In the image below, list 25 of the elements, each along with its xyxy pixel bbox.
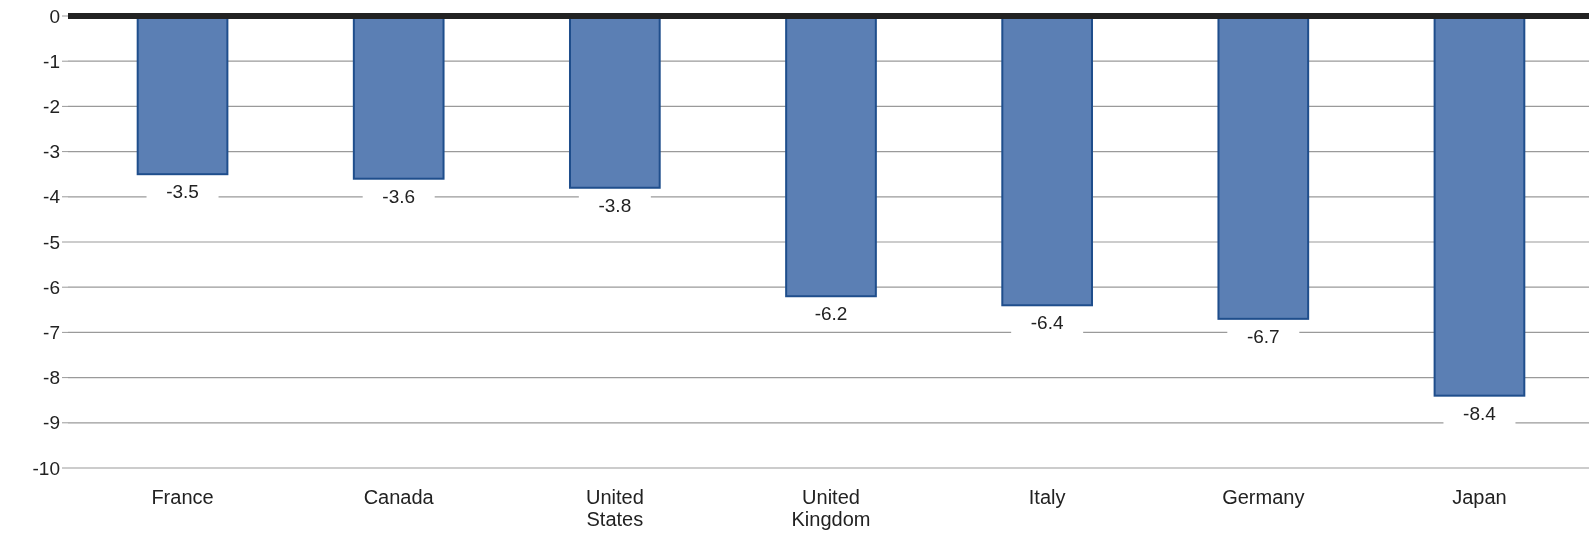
x-tick-label: Canada (363, 486, 435, 508)
x-tick-label: Japan (1452, 486, 1507, 508)
data-label: -8.4 (1463, 402, 1497, 424)
y-tick-label: 0 (49, 5, 60, 27)
data-label: -3.8 (598, 194, 632, 216)
x-tick-label: United Kingdom (791, 486, 871, 530)
x-tick-label: Germany (1222, 486, 1305, 508)
y-tick-label: -2 (43, 96, 60, 118)
y-tick-label: -7 (43, 322, 60, 344)
x-tick-label: Italy (1028, 486, 1066, 508)
y-tick-label: -9 (43, 412, 60, 434)
data-label: -3.5 (166, 181, 199, 203)
data-label: -3.6 (382, 185, 416, 207)
data-label: -6.2 (814, 303, 848, 325)
y-tick-label: -3 (43, 141, 60, 163)
y-tick-label: -6 (43, 276, 60, 298)
y-tick-label: -10 (32, 457, 60, 479)
y-tick-label: -8 (43, 367, 60, 389)
x-tick-label: United States (585, 486, 644, 530)
y-tick-label: -4 (43, 186, 61, 208)
data-label: -6.7 (1246, 325, 1280, 347)
y-tick-label: -1 (43, 50, 60, 72)
y-tick-label: -5 (43, 231, 60, 253)
x-tick-label: France (151, 486, 214, 508)
data-label: -6.4 (1030, 312, 1064, 334)
